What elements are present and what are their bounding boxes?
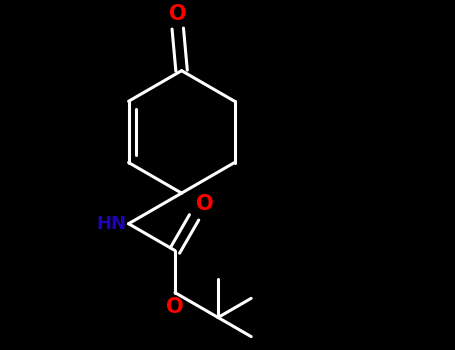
- Text: HN: HN: [96, 215, 126, 233]
- Text: O: O: [196, 194, 214, 214]
- Text: O: O: [166, 297, 184, 317]
- Text: O: O: [169, 4, 187, 24]
